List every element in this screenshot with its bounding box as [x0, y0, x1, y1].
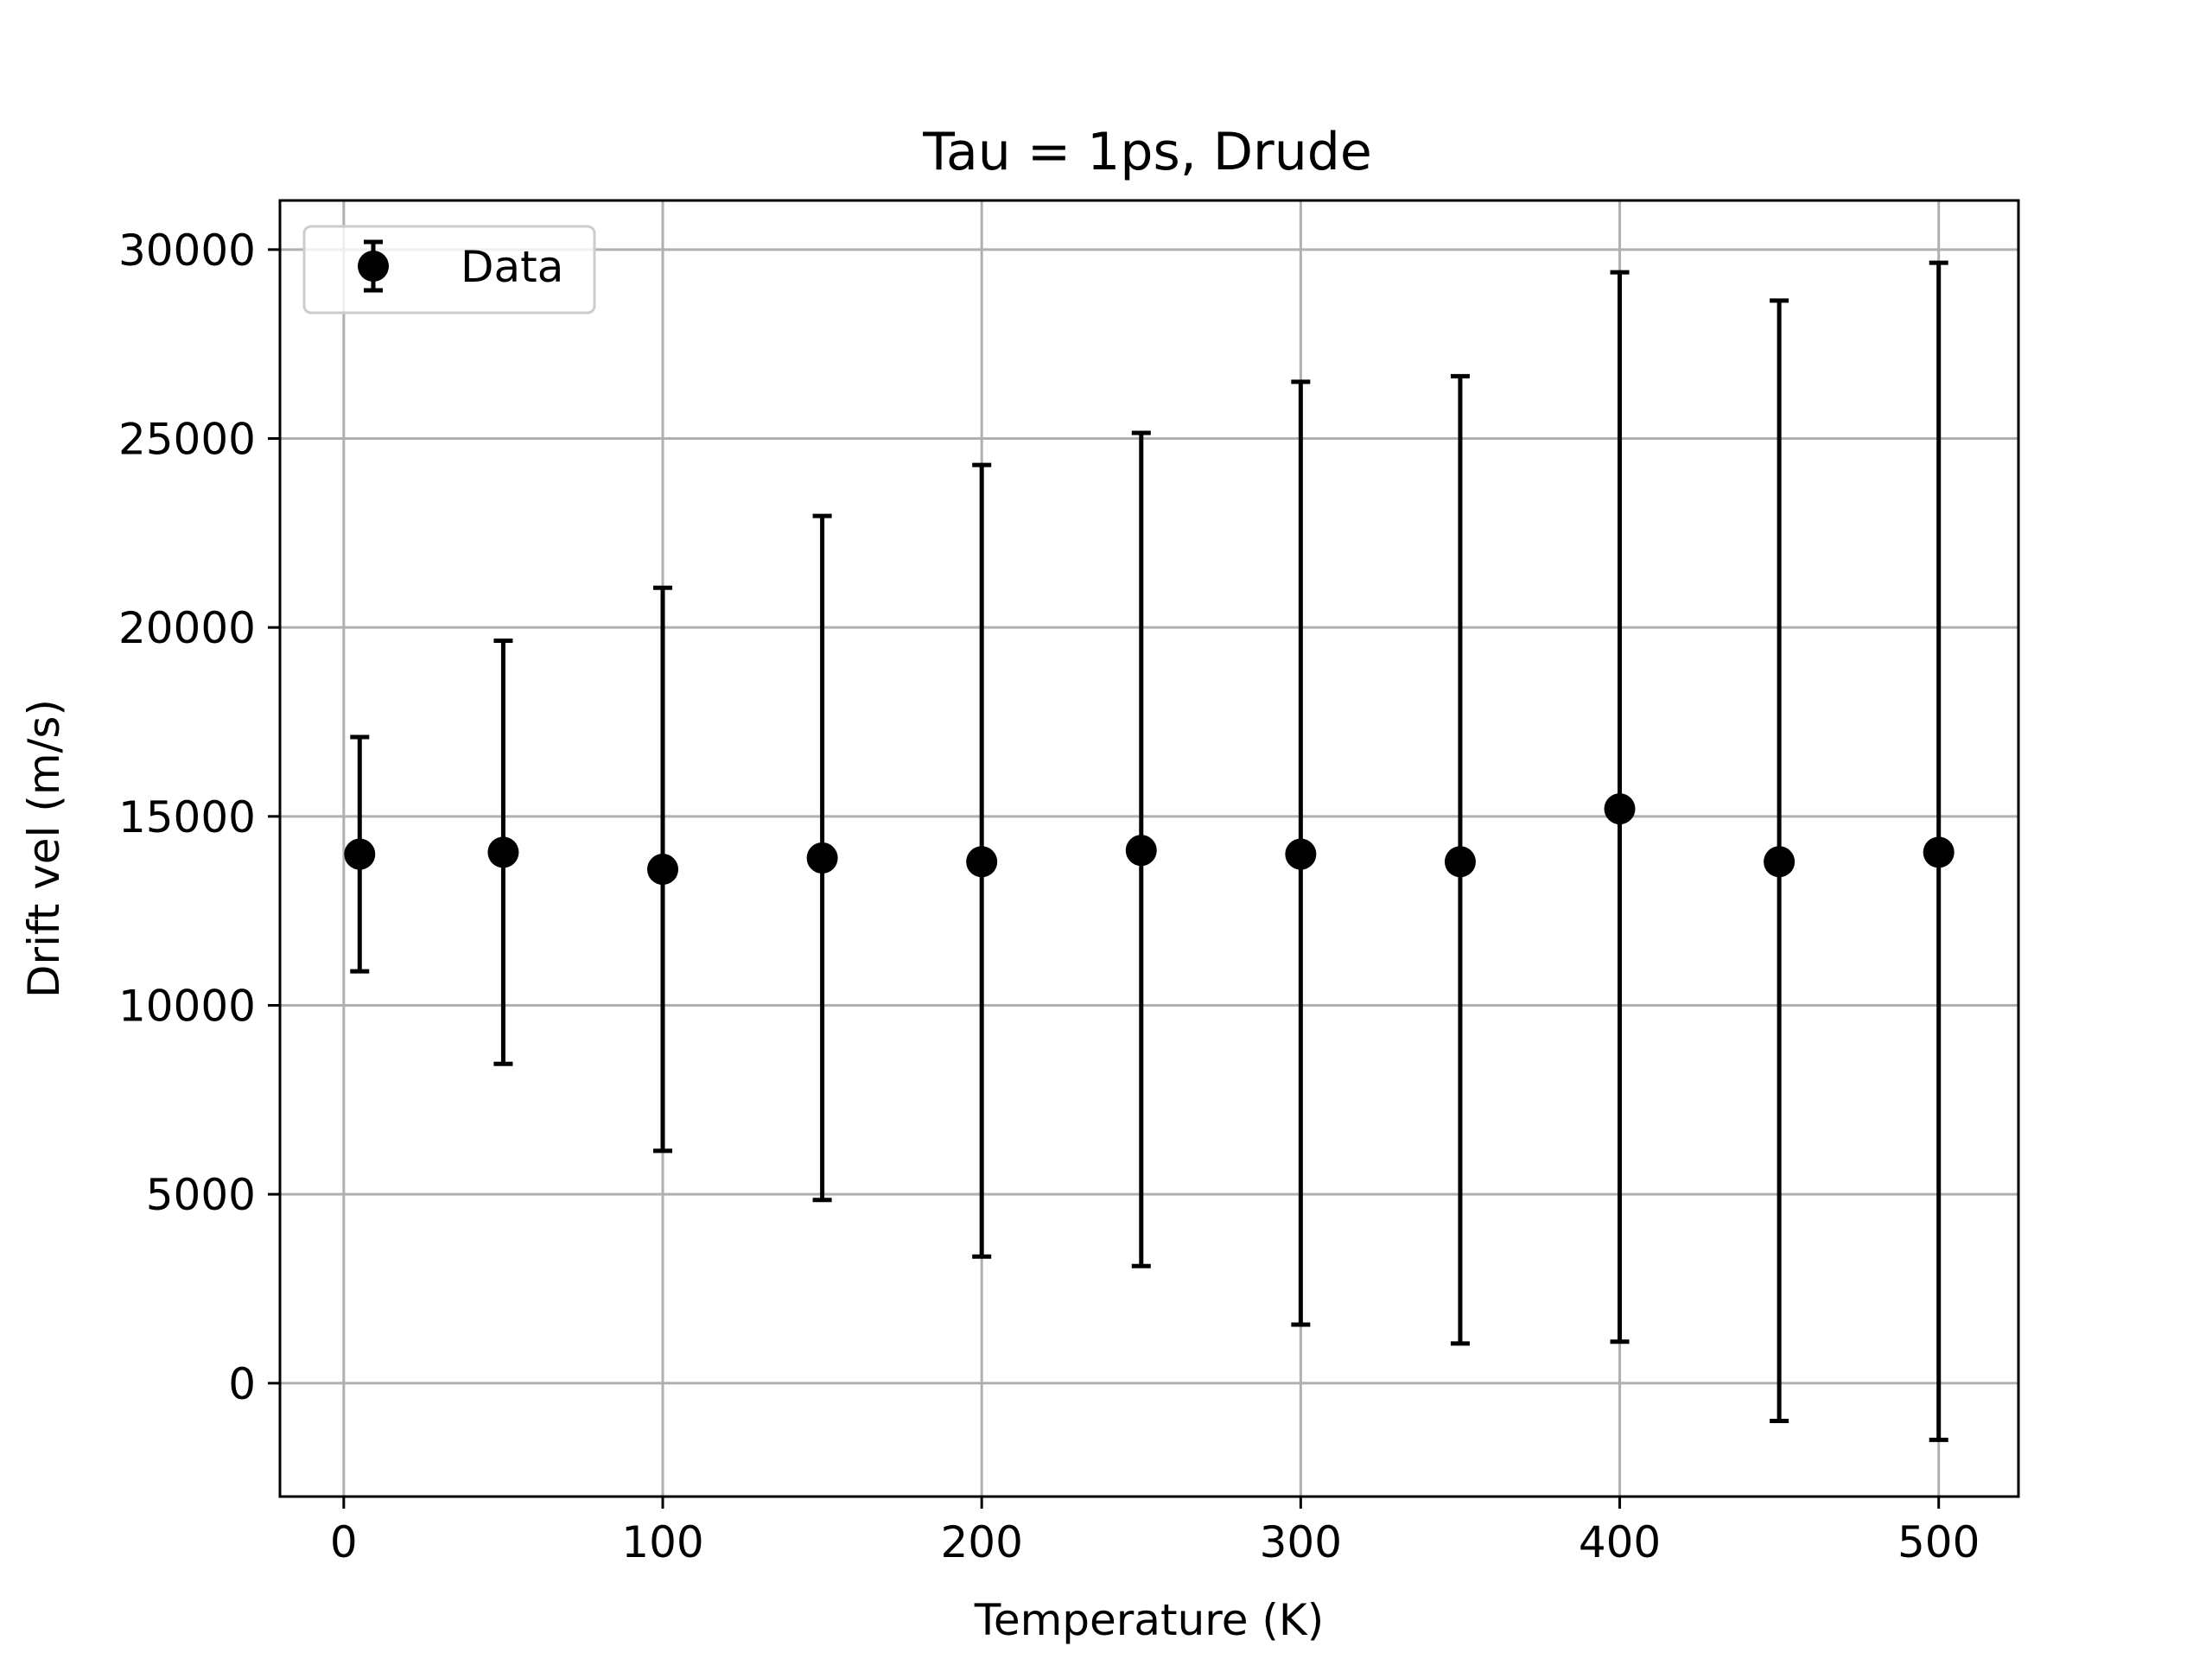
data-point [647, 854, 679, 886]
x-axis-ticks: 0 100 200 300 400 500 [330, 1497, 1980, 1567]
legend-marker [358, 251, 389, 282]
x-tick-label: 200 [940, 1517, 1022, 1567]
data-point [344, 838, 376, 870]
data-point [1604, 793, 1636, 825]
y-tick-label: 15000 [118, 792, 256, 842]
y-tick-label: 5000 [146, 1170, 256, 1220]
data-point [1764, 846, 1796, 878]
data-point [487, 836, 519, 868]
plot-frame [278, 199, 2020, 1498]
y-tick-label: 10000 [118, 981, 256, 1031]
y-tick-label: 0 [228, 1359, 256, 1409]
y-axis-ticks: 0 5000 10000 15000 20000 25000 30000 [118, 226, 280, 1409]
data-point [806, 842, 838, 874]
x-tick-label: 500 [1897, 1517, 1980, 1567]
y-tick-label: 30000 [118, 226, 256, 276]
y-axis-label: Drift vel (m/s) [19, 699, 69, 998]
data-point [966, 846, 998, 878]
data-point [1285, 838, 1317, 870]
data-point [1444, 846, 1476, 878]
data-point [1125, 835, 1157, 867]
chart-title: Tau = 1ps, Drude [922, 122, 1372, 182]
legend: Data [302, 225, 596, 315]
y-tick-label: 20000 [118, 603, 256, 653]
x-tick-label: 400 [1579, 1517, 1661, 1567]
x-axis-label: Temperature (K) [974, 1595, 1324, 1645]
x-tick-label: 100 [621, 1517, 703, 1567]
x-tick-label: 0 [330, 1517, 358, 1567]
x-tick-label: 300 [1260, 1517, 1342, 1567]
y-tick-label: 25000 [118, 415, 256, 465]
data-points [344, 793, 1955, 886]
data-point [1923, 836, 1955, 868]
legend-label: Data [461, 242, 563, 292]
